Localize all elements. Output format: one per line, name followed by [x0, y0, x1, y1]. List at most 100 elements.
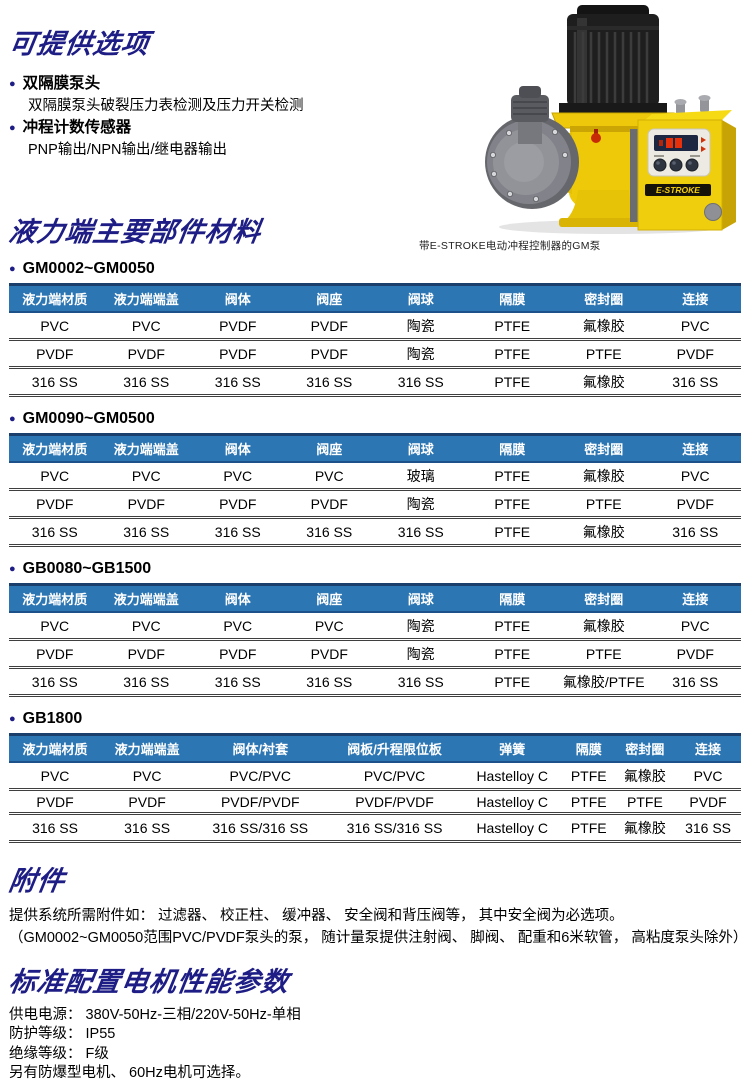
column-header: 阀球: [375, 433, 467, 464]
accessories-line-1: 提供系统所需附件如： 过滤器、 校正柱、 缓冲器、 安全阀和背压阀等， 其中安全…: [9, 908, 624, 925]
table-cell: PVC: [192, 612, 284, 642]
table-header-row: 液力端材质 液力端端盖 阀体/衬套 阀板/升程限位板 弹簧 隔膜 密封圈 连接: [9, 733, 741, 764]
table-cell: PVDF: [192, 639, 284, 670]
model-range-label: ● GB1800: [9, 710, 83, 728]
table-row: PVDF PVDF PVDF PVDF 陶瓷 PTFE PTFE PVDF: [9, 339, 741, 370]
cable-gland: [704, 203, 722, 221]
bullet-icon: ●: [9, 563, 16, 576]
materials-table-gm0090-gm0500: 液力端材质 液力端端盖 阀体 阀座 阀球 隔膜 密封圈 连接 PVC PVC PVC PVC 玻璃 PTF…: [9, 433, 741, 548]
bullet-icon: ●: [9, 121, 16, 134]
accessories-section-title-text: 附件: [6, 866, 68, 897]
column-header: 连接: [649, 283, 741, 314]
table-cell: PVC: [192, 462, 284, 492]
table-cell: PVDF: [9, 639, 101, 670]
table-cell: 氟橡胶: [614, 813, 676, 844]
table-cell: PVDF: [649, 639, 741, 670]
table-cell: PVDF: [283, 489, 375, 520]
table-cell: PVC: [283, 462, 375, 492]
table-cell: PTFE: [466, 517, 558, 548]
table-cell: PVDF: [9, 789, 102, 816]
table-cell: 316 SS: [192, 667, 284, 698]
pump-image: E-STROKE: [485, 5, 736, 234]
bullet-icon: ●: [9, 77, 16, 90]
table-cell: 316 SS/316 SS: [193, 813, 328, 844]
table-row: PVC PVC PVC PVC 玻璃 PTFE 氟橡胶 PVC: [9, 462, 741, 492]
table-cell: 陶瓷: [375, 489, 467, 520]
table-cell: PTFE: [562, 762, 615, 792]
table-row: PVDF PVDF PVDF PVDF 陶瓷 PTFE PTFE PVDF: [9, 639, 741, 670]
table-cell: 316 SS: [649, 517, 741, 548]
table-cell: PVC: [283, 612, 375, 642]
table-cell: PTFE: [558, 489, 650, 520]
column-header: 密封圈: [558, 433, 650, 464]
table-cell: PVC: [649, 312, 741, 342]
table-cell: 316 SS: [283, 367, 375, 398]
table-cell: PVDF: [100, 339, 192, 370]
table-cell: PVDF/PVDF: [193, 789, 328, 816]
table-cell: 316 SS: [649, 367, 741, 398]
column-header: 隔膜: [466, 283, 558, 314]
table-cell: PVC: [675, 762, 741, 792]
table-cell: PTFE: [466, 612, 558, 642]
column-header: 阀体: [192, 433, 284, 464]
table-cell: 氟橡胶: [558, 462, 650, 492]
materials-table-gb0080-gb1500: 液力端材质 液力端端盖 阀体 阀座 阀球 隔膜 密封圈 连接 PVC PVC PVC PVC 陶瓷 PTF…: [9, 583, 741, 698]
table-cell: PVDF: [192, 489, 284, 520]
table-cell: PVC: [100, 462, 192, 492]
table-cell: 氟橡胶: [558, 367, 650, 398]
table-cell: 316 SS: [100, 367, 192, 398]
table-cell: 陶瓷: [375, 312, 467, 342]
table-cell: PVDF: [649, 489, 741, 520]
table-cell: PVDF: [192, 339, 284, 370]
table-cell: PVDF: [283, 639, 375, 670]
options-section-title-text: 可提供选项: [6, 29, 152, 59]
table-cell: PVC: [649, 462, 741, 492]
column-header: 阀球: [375, 583, 467, 614]
table-cell: 氟橡胶: [558, 612, 650, 642]
materials-section-title-text: 液力端主要部件材料: [6, 216, 264, 247]
column-header: 阀座: [283, 433, 375, 464]
table-cell: 陶瓷: [375, 612, 467, 642]
column-header: 液力端材质: [9, 433, 101, 464]
column-header: 隔膜: [466, 433, 558, 464]
table-cell: 316 SS: [283, 517, 375, 548]
table-header-row: 液力端材质 液力端端盖 阀体 阀座 阀球 隔膜 密封圈 连接: [9, 283, 741, 314]
table-cell: PVC: [649, 612, 741, 642]
table-cell: 陶瓷: [375, 639, 467, 670]
column-header: 连接: [675, 733, 741, 764]
table-cell: PTFE: [466, 339, 558, 370]
red-valve-knob: [591, 129, 601, 143]
table-row: 316 SS 316 SS 316 SS 316 SS 316 SS PTFE 氟橡胶 316…: [9, 367, 741, 398]
table-cell: PTFE: [466, 312, 558, 342]
column-header: 阀体: [192, 583, 284, 614]
accessories-section-title: 附件: [6, 866, 741, 897]
motor-spec-line: 供电电源： 380V-50Hz-三相/220V-50Hz-单相: [9, 1006, 301, 1023]
motor-section-title-text: 标准配置电机性能参数: [6, 967, 292, 998]
table-cell: 316 SS: [9, 813, 102, 844]
table-cell: PTFE: [466, 489, 558, 520]
table-header-row: 液力端材质 液力端端盖 阀体 阀座 阀球 隔膜 密封圈 连接: [9, 583, 741, 614]
table-cell: 316 SS: [283, 667, 375, 698]
bullet-icon: ●: [9, 413, 16, 426]
bullet-icon: ●: [9, 713, 16, 726]
table-cell: PVC: [100, 612, 192, 642]
table-cell: 316 SS: [9, 517, 101, 548]
table-cell: PVC: [101, 762, 194, 792]
controller-box: E-STROKE: [637, 95, 736, 231]
table-row: PVC PVC PVC PVC 陶瓷 PTFE 氟橡胶 PVC: [9, 612, 741, 642]
estroke-label-strip: [645, 184, 711, 196]
option-item-desc: PNP输出/NPN输出/继电器输出: [28, 141, 227, 158]
table-cell: PVDF: [192, 312, 284, 342]
table-cell: 316 SS/316 SS: [327, 813, 462, 844]
table-cell: PTFE: [466, 667, 558, 698]
table-cell: PVC: [9, 312, 101, 342]
table-cell: 316 SS: [9, 367, 101, 398]
motor-section-title: 标准配置电机性能参数: [6, 967, 741, 998]
table-cell: PTFE: [562, 789, 615, 816]
column-header: 液力端材质: [9, 583, 101, 614]
valve-fitting: [511, 86, 549, 144]
column-header: 阀体: [192, 283, 284, 314]
table-cell: 316 SS: [101, 813, 194, 844]
column-header: 连接: [649, 583, 741, 614]
motor-black-cylinder: [559, 5, 667, 113]
